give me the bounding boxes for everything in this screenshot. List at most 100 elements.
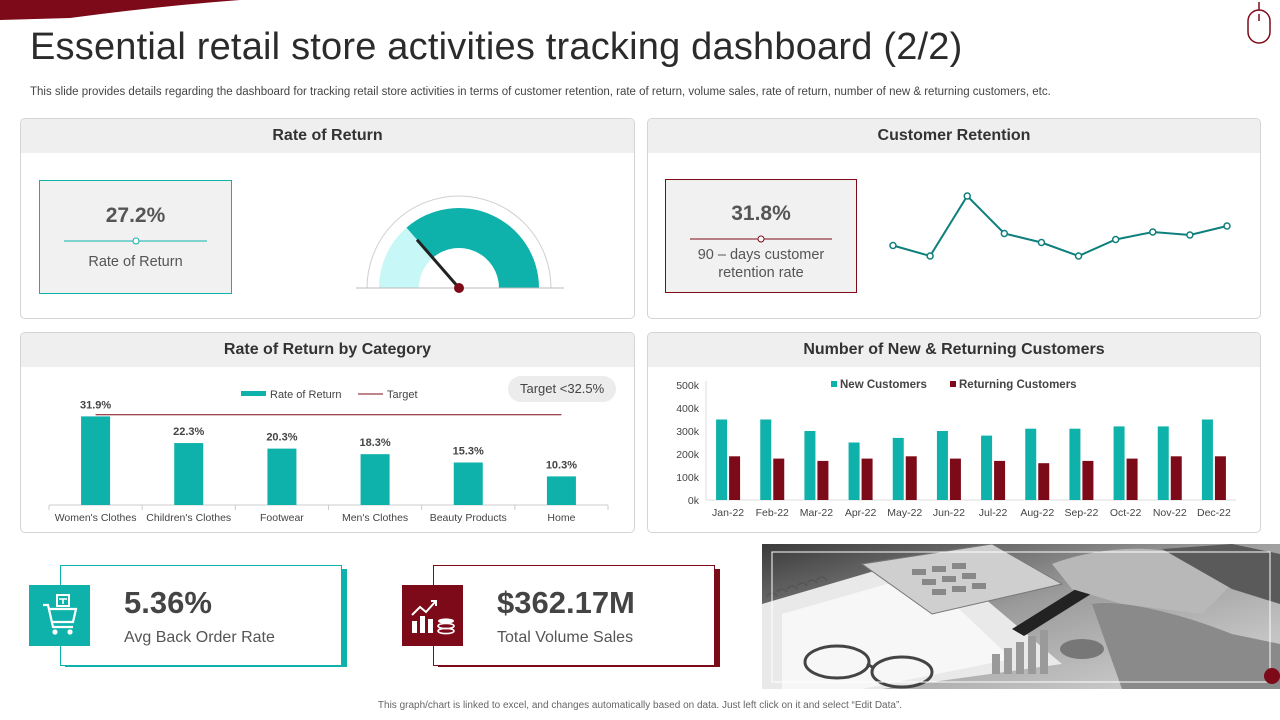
- category-panel-title: Rate of Return by Category: [21, 333, 634, 367]
- sparkline-point: [1149, 228, 1157, 236]
- rate-of-return-by-category-panel: Rate of Return by Category Target <32.5%…: [20, 332, 635, 533]
- customer-retention-kpi-box: 31.8% 90 – days customer retention rate: [665, 179, 857, 293]
- rate-of-return-gauge: [356, 195, 564, 293]
- category-tick-label: Footwear: [260, 512, 304, 524]
- new-customers-bar: [848, 442, 860, 500]
- returning-customers-bar: [1170, 456, 1182, 500]
- page-subtitle: This slide provides details regarding th…: [30, 86, 1051, 98]
- customers-x-tick-label: Nov-22: [1153, 507, 1187, 519]
- returning-customers-bar: [1038, 463, 1050, 500]
- customers-x-tick-label: Jul-22: [979, 507, 1008, 519]
- new-customers-bar: [892, 437, 904, 500]
- sparkline-point: [1037, 238, 1046, 247]
- returning-customers-bar: [817, 460, 829, 500]
- category-bar-value-label: 22.3%: [173, 426, 204, 438]
- customers-x-tick-label: Oct-22: [1110, 507, 1142, 519]
- rate-of-return-by-category-chart: Rate of Return Target 31.9% Women's Cloth…: [48, 389, 609, 524]
- sparkline-point: [1186, 231, 1194, 239]
- customers-y-tick-label: 300k: [676, 426, 700, 438]
- new-returning-customers-chart: 0k 100k 200k 300k 400k 500k Jan-22 Feb-22 Mar-22…: [676, 379, 1236, 519]
- sparkline-point: [1000, 229, 1009, 238]
- returning-customers-bar: [949, 458, 961, 500]
- new-customers-bar: [981, 435, 993, 500]
- category-bar-value-label: 15.3%: [453, 446, 484, 458]
- legend-new-customers-label: New Customers: [840, 379, 927, 391]
- category-bar-value-label: 10.3%: [546, 459, 577, 471]
- back-order-value: 5.36%: [124, 585, 212, 620]
- sparkline-line: [892, 194, 1228, 258]
- new-customers-bar: [804, 431, 816, 500]
- sparkline-point: [963, 192, 971, 200]
- customers-y-tick-label: 200k: [676, 449, 700, 461]
- volume-sales-card: $362.17M Total Volume Sales: [402, 565, 720, 669]
- decorative-top-swoosh: [0, 0, 240, 20]
- customers-y-tick-label: 500k: [676, 380, 700, 392]
- volume-sales-value: $362.17M: [497, 585, 635, 620]
- customer-retention-divider: [690, 235, 832, 243]
- volume-sales-icon-tile: [402, 585, 463, 646]
- legend-returning-customers-label: Returning Customers: [959, 379, 1077, 391]
- customers-x-tick-label: Mar-22: [800, 507, 833, 519]
- customers-x-tick-label: Dec-22: [1197, 507, 1231, 519]
- new-customers-bar: [1157, 426, 1169, 500]
- back-order-icon-tile: [29, 585, 90, 646]
- category-tick-label: Men's Clothes: [342, 512, 408, 524]
- customers-x-tick-label: Jun-22: [933, 507, 965, 519]
- returning-customers-bar: [861, 458, 873, 500]
- rate-of-return-panel-title: Rate of Return: [21, 119, 634, 153]
- new-customers-bar: [1069, 428, 1081, 500]
- volume-sales-label: Total Volume Sales: [497, 629, 634, 646]
- returning-customers-bar: [773, 458, 785, 500]
- category-bar: [81, 416, 111, 505]
- customers-x-tick-label: May-22: [887, 507, 922, 519]
- customers-y-tick-label: 400k: [676, 403, 700, 415]
- sparkline-point: [1074, 252, 1083, 260]
- new-returning-customers-panel: Number of New & Returning Customers 0k 10…: [647, 332, 1261, 533]
- gauge-remaining-segment: [406, 207, 539, 288]
- legend-target-label: Target: [387, 389, 418, 401]
- new-customers-bar: [1201, 419, 1213, 500]
- customers-y-tick-label: 0k: [688, 495, 700, 507]
- returning-customers-bar: [729, 456, 741, 500]
- back-order-card-frame: [60, 565, 342, 666]
- customer-retention-panel: Customer Retention 31.8% 90 – days custo…: [647, 118, 1261, 319]
- category-bar: [174, 443, 204, 505]
- new-customers-bar: [1113, 426, 1125, 500]
- gauge-outline: [366, 195, 552, 289]
- returning-customers-bar: [994, 460, 1006, 500]
- category-tick-label: Children's Clothes: [146, 512, 231, 524]
- back-order-card: 5.36% Avg Back Order Rate: [29, 565, 347, 669]
- returning-customers-bar: [1082, 460, 1094, 500]
- rate-of-return-value: 27.2%: [105, 204, 166, 227]
- customer-retention-label-line2: retention rate: [718, 265, 804, 281]
- category-bar: [453, 462, 483, 505]
- customers-x-tick-label: Jan-22: [712, 507, 744, 519]
- category-bar-value-label: 20.3%: [266, 432, 297, 444]
- gauge-pivot: [454, 283, 464, 293]
- customers-x-tick-label: Aug-22: [1020, 507, 1054, 519]
- rate-of-return-label: Rate of Return: [88, 254, 183, 270]
- customers-x-tick-label: Feb-22: [756, 507, 789, 519]
- new-customers-bar: [760, 419, 772, 500]
- new-customers-bar: [936, 431, 948, 500]
- returning-customers-bar: [905, 456, 917, 500]
- legend-rate-of-return-swatch: [241, 391, 266, 396]
- customers-x-tick-label: Sep-22: [1064, 507, 1098, 519]
- category-bar: [546, 476, 576, 505]
- gauge-needle: [415, 238, 461, 289]
- legend-returning-customers-swatch: [950, 381, 956, 387]
- customer-retention-label-line1: 90 – days customer: [697, 247, 825, 263]
- customers-y-tick-label: 100k: [676, 472, 700, 484]
- footnote: This graph/chart is linked to excel, and…: [377, 700, 903, 711]
- mouse-icon: [1247, 2, 1271, 44]
- volume-sales-card-frame: [433, 565, 715, 666]
- customer-retention-value: 31.8%: [731, 202, 791, 225]
- category-bar-value-label: 31.9%: [80, 399, 111, 411]
- page-title: Essential retail store activities tracki…: [30, 26, 963, 68]
- category-bar: [360, 454, 390, 505]
- returning-customers-bar: [1214, 456, 1226, 500]
- category-bar-value-label: 18.3%: [359, 437, 390, 449]
- sparkline-point: [1111, 235, 1120, 244]
- customers-panel-title: Number of New & Returning Customers: [648, 333, 1260, 367]
- category-bar: [267, 448, 297, 505]
